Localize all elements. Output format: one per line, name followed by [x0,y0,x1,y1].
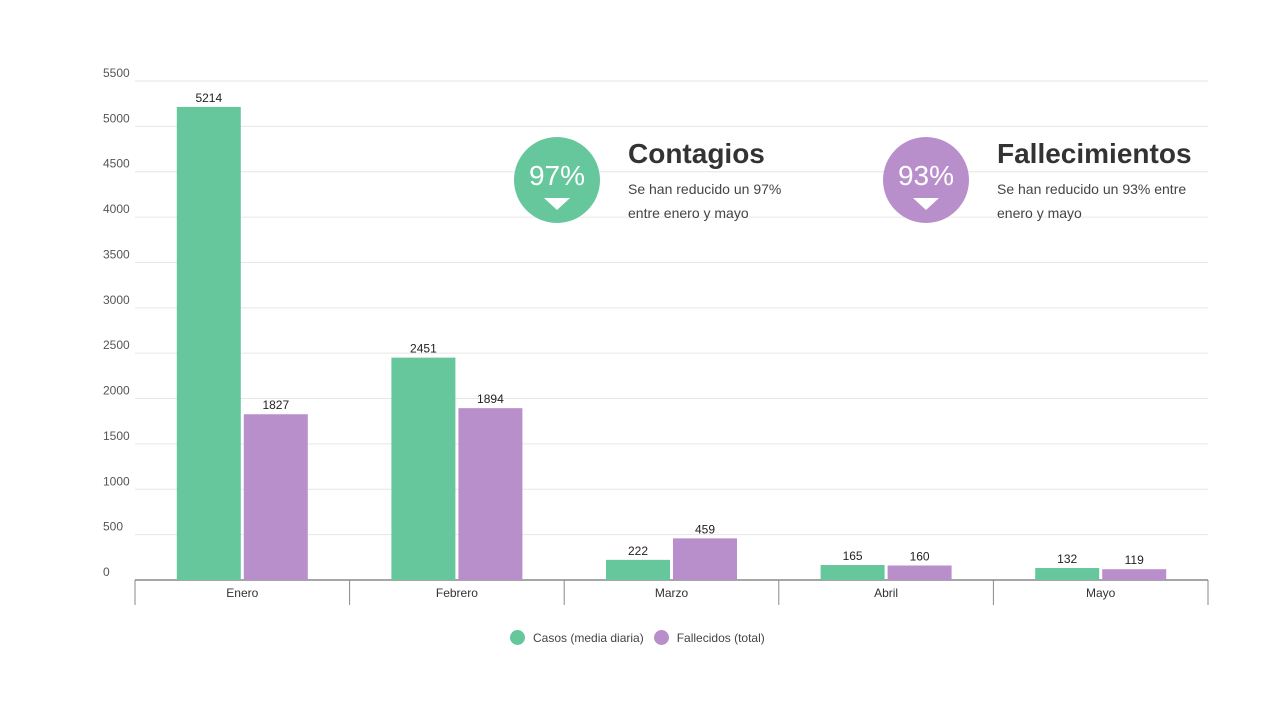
y-tick-label: 0 [103,565,110,579]
data-label: 1827 [262,398,289,412]
legend-label: Casos (media diaria) [533,630,644,645]
callout-text: Fallecimientos Se han reducido un 93% en… [997,137,1192,225]
percent-badge-fallecimientos: 93% [883,137,969,223]
bar-fallecidos [243,414,308,580]
legend-swatch [510,630,525,645]
percent-value: 93% [897,160,955,191]
y-tick-label: 1500 [103,429,130,443]
callout-desc-line: Se han reducido un 97% [628,181,782,197]
bar-fallecidos [1102,569,1167,580]
legend-item-fallecidos: Fallecidos (total) [653,630,765,645]
y-tick-label: 5000 [103,111,130,125]
percent-value: 97% [528,160,586,191]
bar-casos [1035,568,1100,580]
x-tick-label: Abril [874,586,898,600]
data-label: 165 [843,549,863,563]
down-arrow-icon [544,198,570,210]
callout-description: Se han reducido un 93% entre enero y may… [997,177,1192,225]
bar-fallecidos [458,408,523,580]
legend-label: Fallecidos (total) [676,630,765,645]
y-tick-label: 4500 [103,157,130,171]
bar-casos [176,106,241,580]
callout-title: Fallecimientos [997,138,1192,169]
bar-casos [820,565,885,580]
legend-swatch [653,630,669,645]
y-tick-label: 2000 [103,384,130,398]
percent-badge-contagios: 97% [514,137,600,223]
data-label: 459 [695,522,715,536]
data-label: 5214 [195,91,222,105]
bar-fallecidos [673,538,737,580]
callout-contagios: 97% Contagios Se han reducido un 97% ent… [514,137,781,225]
legend-item-casos: Casos (media diaria) [510,630,644,645]
x-tick-label: Marzo [655,586,689,600]
callout-desc-line: entre enero y mayo [628,205,749,221]
y-tick-label: 3000 [103,293,130,307]
down-arrow-icon [913,198,939,210]
callout-description: Se han reducido un 97% entre enero y may… [628,177,781,225]
y-tick-label: 2500 [103,338,130,352]
y-tick-label: 3500 [103,247,130,261]
data-label: 222 [628,544,648,558]
x-tick-label: Febrero [436,586,478,600]
callout-text: Contagios Se han reducido un 97% entre e… [628,137,781,225]
bar-fallecidos [887,565,952,580]
callout-fallecimientos: 93% Fallecimientos Se han reducido un 93… [883,137,1192,225]
bar-casos [606,559,670,580]
y-tick-label: 5500 [103,66,130,80]
x-tick-label: Enero [226,586,258,600]
y-tick-label: 4000 [103,202,130,216]
callout-desc-line: Se han reducido un 93% entre [997,181,1187,197]
data-label: 119 [1125,553,1144,567]
data-label: 132 [1057,552,1077,566]
bar-casos [391,357,456,580]
x-tick-label: Mayo [1086,586,1116,600]
callout-desc-line: enero y mayo [997,205,1082,221]
data-label: 160 [910,549,930,563]
data-label: 1894 [477,392,504,406]
y-tick-label: 1000 [103,474,130,488]
data-label: 2451 [410,342,437,356]
callout-title: Contagios [628,138,765,169]
legend: Casos (media diaria) Fallecidos (total) [510,630,775,645]
y-tick-label: 500 [103,520,123,534]
